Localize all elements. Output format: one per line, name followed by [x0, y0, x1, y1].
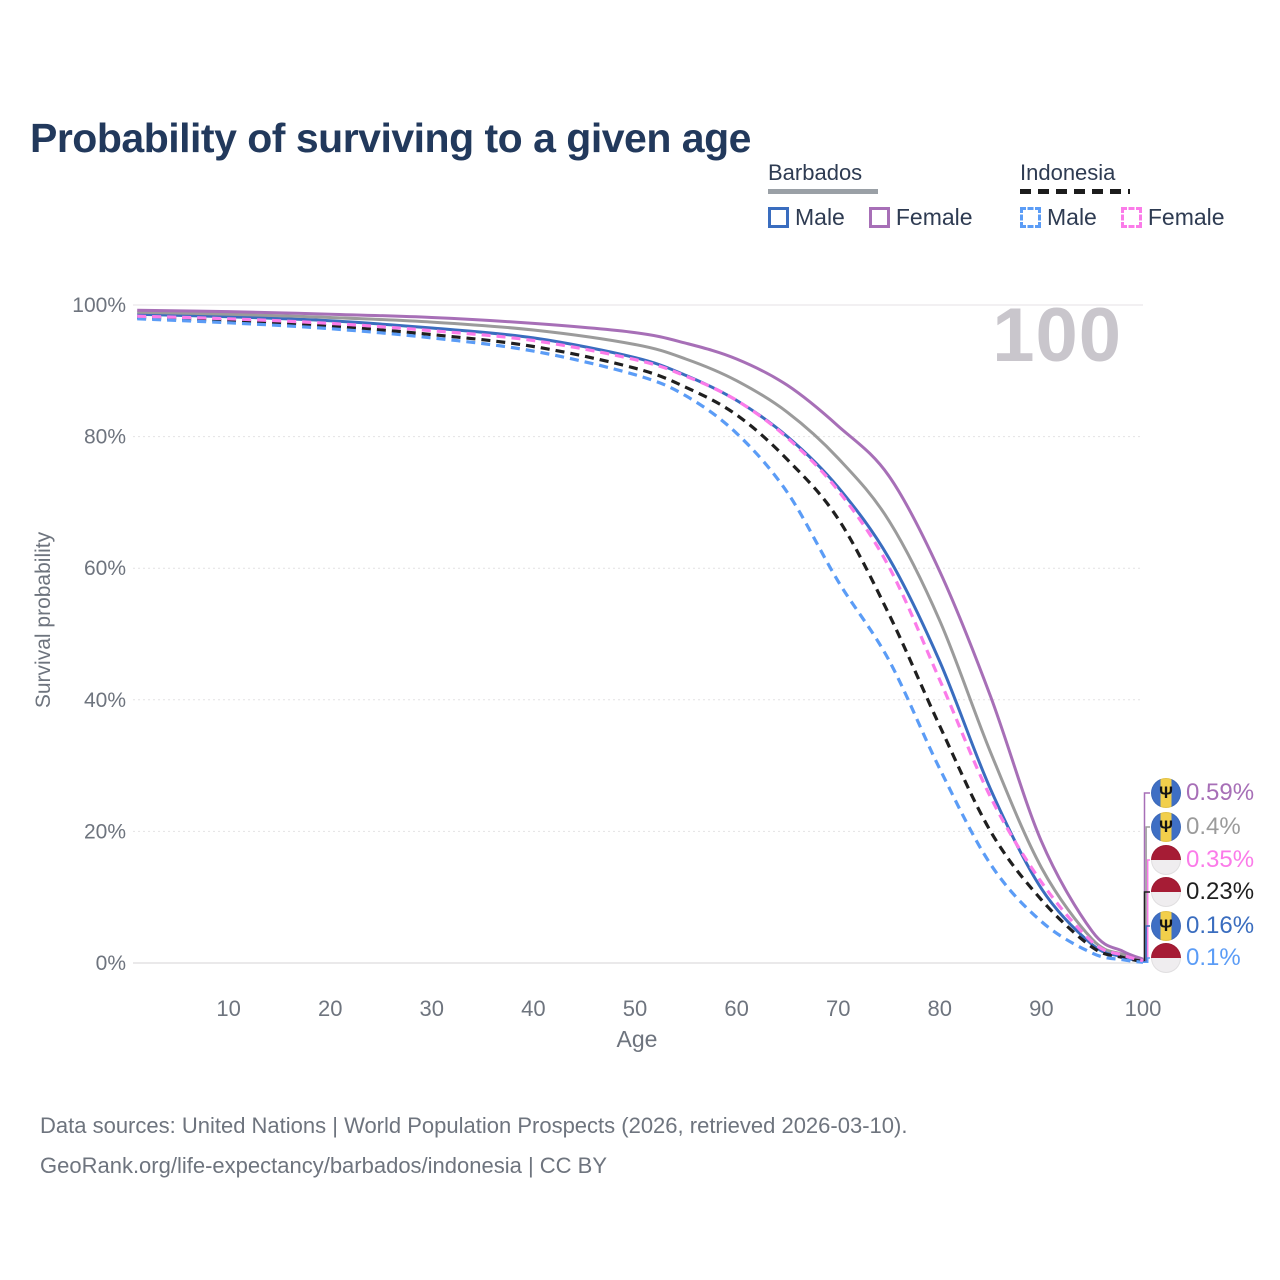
barbados-flag-icon: Ψ: [1151, 911, 1181, 941]
y-tick-label: 100%: [72, 294, 126, 317]
x-axis-title: Age: [616, 1026, 658, 1052]
end-label-row-barbados: Ψ 0.4%: [1151, 811, 1241, 843]
series-line-barbados: [137, 310, 1144, 962]
x-tick-label: 90: [1029, 996, 1053, 1021]
footer-link: GeoRank.org/life-expectancy/barbados/ind…: [40, 1153, 608, 1178]
series-line-indonesia: [137, 315, 1144, 964]
end-label-value: 0.23%: [1186, 878, 1255, 905]
legend-underline-barbados: [768, 189, 878, 194]
trident-icon: Ψ: [1159, 782, 1173, 802]
y-tick-label: 20%: [84, 820, 126, 843]
x-tick-label: 80: [928, 996, 952, 1021]
end-label-row-indonesia: 0.23%: [1151, 876, 1254, 908]
end-label-row-barbados-female: Ψ 0.59%: [1151, 777, 1254, 809]
indonesia-female-swatch-icon: [1120, 207, 1142, 228]
x-tick-label: 60: [724, 996, 748, 1021]
page-title: Probability of surviving to a given age: [30, 115, 751, 162]
legend-item-label: Female: [895, 204, 973, 230]
footer-sources: Data sources: United Nations | World Pop…: [40, 1113, 908, 1138]
x-tick-label: 40: [521, 996, 545, 1021]
x-tick-label: 30: [420, 996, 444, 1021]
barbados-flag-icon: Ψ: [1151, 812, 1181, 842]
end-label-value: 0.1%: [1186, 944, 1241, 971]
end-label-row-barbados-male: Ψ 0.16%: [1151, 910, 1254, 942]
legend-item-indonesia-female[interactable]: Female: [1120, 204, 1225, 231]
y-tick-label: 80%: [84, 426, 126, 449]
y-tick-label: 0%: [96, 952, 126, 975]
series-line-barbados-female: [137, 308, 1144, 961]
footer: Data sources: United Nations | World Pop…: [40, 1106, 907, 1186]
y-tick-label: 60%: [84, 557, 126, 580]
end-label-value: 0.59%: [1186, 779, 1255, 806]
barbados-flag-icon: Ψ: [1151, 778, 1181, 808]
x-tick-label: 70: [826, 996, 850, 1021]
legend-country-indonesia: Indonesia: [1020, 160, 1116, 185]
legend-item-label: Male: [795, 204, 845, 230]
legend-country-barbados: Barbados: [768, 160, 863, 185]
x-tick-label: 100: [1125, 996, 1162, 1021]
series-line-indonesia-male: [137, 317, 1144, 964]
x-tick-label: 20: [318, 996, 342, 1021]
legend-item-barbados-male[interactable]: Male: [768, 204, 845, 231]
age-counter-watermark: 100: [992, 293, 1122, 378]
indonesia-male-swatch-icon: [1020, 207, 1041, 228]
series-line-indonesia-female: [137, 314, 1144, 963]
legend-underline-indonesia: [1020, 189, 1130, 194]
indonesia-flag-icon: [1151, 845, 1181, 875]
x-tick-label: 50: [623, 996, 647, 1021]
indonesia-flag-icon: [1151, 877, 1181, 907]
trident-icon: Ψ: [1159, 915, 1173, 935]
legend-item-label: Male: [1047, 204, 1097, 230]
barbados-male-swatch-icon: [768, 207, 789, 228]
end-label-value: 0.16%: [1186, 912, 1255, 939]
barbados-female-swatch-icon: [868, 207, 890, 228]
end-label-value: 0.4%: [1186, 813, 1241, 840]
end-label-row-indonesia-male: 0.1%: [1151, 942, 1241, 974]
end-label-row-indonesia-female: 0.35%: [1151, 844, 1254, 876]
legend-group-indonesia: Indonesia Male Female: [1020, 160, 1225, 231]
end-label-connector: [1143, 957, 1150, 964]
legend-group-barbados: Barbados Male Female: [768, 160, 973, 231]
indonesia-flag-icon: [1151, 943, 1181, 973]
x-tick-label: 10: [216, 996, 240, 1021]
legend-item-indonesia-male[interactable]: Male: [1020, 204, 1097, 231]
end-label-value: 0.35%: [1186, 846, 1255, 873]
legend-item-barbados-female[interactable]: Female: [868, 204, 973, 231]
series-line-barbados-male: [137, 312, 1144, 964]
y-tick-label: 40%: [84, 689, 126, 712]
legend-item-label: Female: [1147, 204, 1225, 230]
trident-icon: Ψ: [1159, 816, 1173, 836]
